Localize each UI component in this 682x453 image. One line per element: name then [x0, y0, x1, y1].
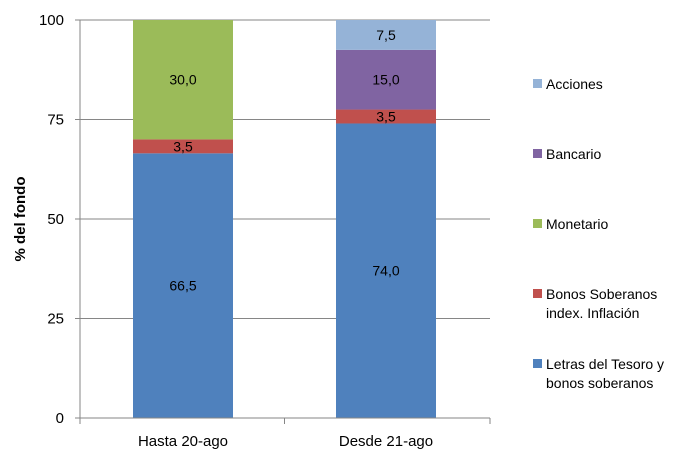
x-category-label: Desde 21-ago [339, 433, 433, 450]
bar-segment [133, 20, 233, 140]
legend-swatch [533, 289, 542, 298]
legend-label: Letras del Tesoro y [546, 356, 664, 372]
y-tick-label: 50 [47, 211, 64, 228]
legend-swatch [533, 359, 542, 368]
bar-segment [336, 49, 436, 110]
data-label: 3,5 [376, 109, 396, 125]
legend-entry: Bonos Soberanos index. Inflación [533, 286, 657, 321]
legend: Acciones Bancario Monetario Bonos Soberanos… [533, 76, 664, 391]
bar-segment [133, 153, 233, 418]
bar-segment [336, 123, 436, 418]
y-tick-label: 100 [39, 12, 64, 29]
bar-stacks [133, 20, 436, 418]
data-label: 30,0 [169, 72, 196, 88]
data-label: 74,0 [372, 263, 399, 279]
x-category-labels: Hasta 20-ago Desde 21-ago [138, 433, 433, 450]
legend-entry: Monetario [533, 216, 608, 232]
legend-swatch [533, 219, 542, 228]
legend-entry: Letras del Tesoro y bonos soberanos [533, 356, 664, 391]
legend-label: Bonos Soberanos [546, 286, 657, 302]
legend-entry: Bancario [533, 146, 601, 162]
y-tick-label: 25 [47, 311, 64, 328]
data-label: 7,5 [376, 27, 396, 43]
y-tick-labels: 0 25 50 75 100 [39, 12, 64, 427]
legend-label: index. Inflación [546, 305, 639, 321]
legend-label: Acciones [546, 76, 603, 92]
legend-label: Bancario [546, 146, 601, 162]
bar-segment [133, 139, 233, 154]
axes [75, 19, 491, 424]
data-label: 3,5 [173, 138, 193, 154]
y-tick-label: 0 [56, 410, 64, 427]
legend-swatch [533, 149, 542, 158]
legend-entry: Acciones [533, 76, 603, 92]
y-axis-label: % del fondo [12, 177, 29, 262]
x-category-label: Hasta 20-ago [138, 433, 228, 450]
data-label: 66,5 [169, 278, 196, 294]
legend-label: bonos soberanos [546, 375, 653, 391]
data-label: 15,0 [372, 72, 399, 88]
bar-segment [336, 20, 436, 50]
y-tick-label: 75 [47, 112, 64, 129]
legend-label: Monetario [546, 216, 608, 232]
legend-swatch [533, 79, 542, 88]
bar-segment [336, 109, 436, 124]
data-labels: 66,5 3,5 30,0 74,0 3,5 15,0 7,5 [169, 27, 399, 294]
